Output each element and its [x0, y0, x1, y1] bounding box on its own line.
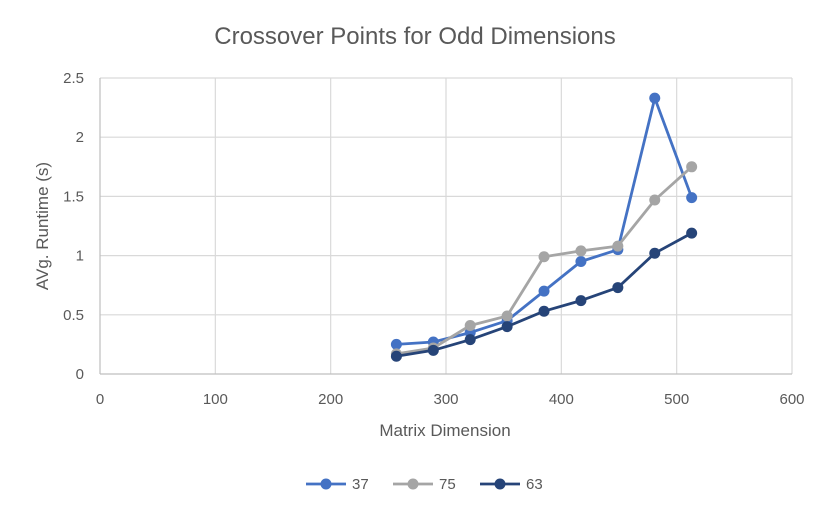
data-point	[427, 344, 439, 356]
series-lines	[390, 92, 698, 362]
data-point	[649, 92, 661, 104]
legend-label: 37	[352, 476, 369, 493]
axes	[99, 78, 792, 375]
y-tick-label: 1	[76, 248, 84, 265]
y-tick-label: 2	[76, 129, 84, 146]
data-point	[464, 334, 476, 346]
tick-labels: 0 0.5 1 1.5 2 2.5 0 100 200 300 400 500 600	[63, 70, 804, 408]
x-tick-label: 0	[96, 391, 104, 408]
legend-item: 63	[480, 476, 543, 493]
legend-marker	[320, 478, 332, 490]
y-axis-label: AVg. Runtime (s)	[33, 162, 52, 290]
x-tick-label: 400	[549, 391, 574, 408]
y-tick-label: 0	[76, 366, 84, 383]
data-point	[575, 295, 587, 307]
data-point	[538, 305, 550, 317]
x-tick-label: 600	[779, 391, 804, 408]
data-point	[538, 285, 550, 297]
data-point	[390, 350, 402, 362]
data-point	[464, 319, 476, 331]
data-point	[501, 310, 513, 322]
data-point	[686, 161, 698, 173]
y-tick-label: 1.5	[63, 188, 84, 205]
legend: 37 75 63	[306, 476, 543, 493]
data-point	[686, 227, 698, 239]
x-axis-label: Matrix Dimension	[379, 421, 510, 440]
legend-item: 75	[393, 476, 456, 493]
series-63	[390, 227, 698, 362]
data-point	[575, 245, 587, 257]
x-tick-label: 200	[318, 391, 343, 408]
legend-label: 75	[439, 476, 456, 493]
data-point	[390, 338, 402, 350]
data-point	[686, 192, 698, 204]
data-point	[501, 321, 513, 333]
y-tick-label: 2.5	[63, 70, 84, 87]
x-tick-label: 500	[664, 391, 689, 408]
data-point	[612, 240, 624, 252]
legend-label: 63	[526, 476, 543, 493]
y-tick-label: 0.5	[63, 307, 84, 324]
data-point	[649, 247, 661, 259]
data-point	[538, 251, 550, 263]
series-75	[390, 161, 698, 360]
chart-title: Crossover Points for Odd Dimensions	[214, 23, 615, 50]
data-point	[649, 194, 661, 206]
legend-marker	[494, 478, 506, 490]
gridlines	[100, 77, 793, 374]
data-point	[575, 256, 587, 268]
legend-marker	[407, 478, 419, 490]
data-point	[612, 282, 624, 294]
x-tick-label: 100	[203, 391, 228, 408]
x-tick-label: 300	[433, 391, 458, 408]
legend-item: 37	[306, 476, 369, 493]
